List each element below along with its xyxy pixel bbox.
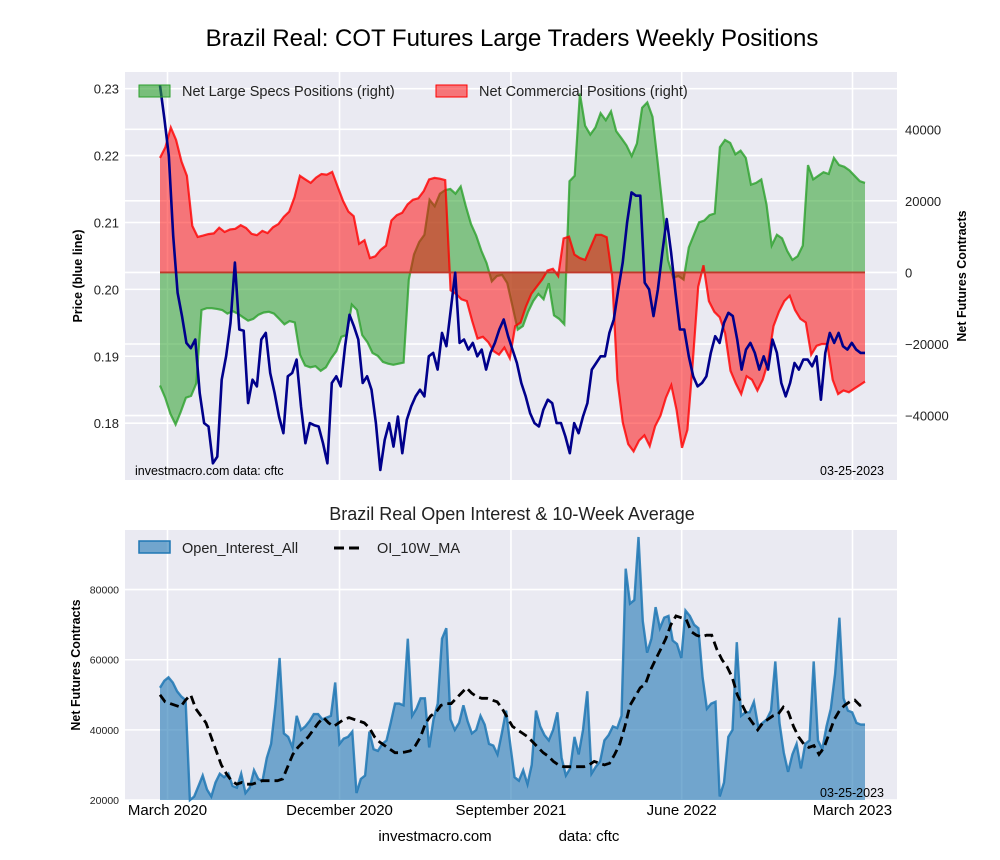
oi-10w-ma-line	[158, 614, 866, 786]
top-price-line	[158, 85, 865, 472]
top-source-annotation: investmacro.com data: cftc	[135, 464, 284, 478]
net-large-specs-area	[160, 93, 865, 425]
top-left-axis-label: Price (blue line)	[71, 229, 85, 322]
top-left-tick-label: 0.19	[94, 349, 119, 364]
top-right-tick-label: 40000	[905, 122, 941, 137]
bottom-moving-average	[158, 614, 866, 786]
legend-label-net-commercial: Net Commercial Positions (right)	[479, 84, 688, 100]
bottom-x-tick-label: June 2022	[647, 802, 717, 819]
bottom-x-tick-label: December 2020	[286, 802, 393, 819]
top-left-tick-label: 0.23	[94, 82, 119, 97]
bottom-date-annotation: 03-25-2023	[820, 786, 884, 800]
bottom-y-axis: 20000 40000 60000 80000	[90, 585, 119, 807]
bottom-y-tick-label: 40000	[90, 725, 119, 737]
legend-item-open-interest: Open_Interest_All	[138, 540, 298, 557]
top-fills	[158, 93, 866, 454]
top-right-tick-label: 0	[905, 265, 912, 280]
top-left-tick-label: 0.20	[94, 282, 119, 297]
top-legend: Net Large Specs Positions (right) Net Co…	[138, 84, 688, 100]
top-right-tick-label: −20000	[905, 337, 949, 352]
footer-site: investmacro.com	[378, 828, 491, 845]
top-date-annotation: 03-25-2023	[820, 464, 884, 478]
top-right-axis-label: Net Futures Contracts	[955, 210, 969, 341]
bottom-chart: 20000 40000 60000 80000 March 2020 December …	[69, 530, 897, 819]
price-line	[158, 85, 865, 472]
top-left-tick-label: 0.22	[94, 149, 119, 164]
bottom-x-tick-label: March 2020	[128, 802, 207, 819]
bottom-legend: Open_Interest_All OI_10W_MA	[138, 540, 460, 557]
net-commercial-line	[159, 124, 866, 454]
top-left-axis: 0.18 0.19 0.20 0.21 0.22 0.23	[94, 82, 119, 431]
legend-label-open-interest: Open_Interest_All	[182, 541, 298, 557]
legend-swatch-red	[435, 84, 468, 98]
bottom-x-tick-label: March 2023	[813, 802, 892, 819]
legend-item-net-large-specs: Net Large Specs Positions (right)	[138, 84, 395, 100]
open-interest-line	[158, 536, 865, 803]
legend-item-net-commercial: Net Commercial Positions (right)	[435, 84, 688, 100]
legend-label-net-large-specs: Net Large Specs Positions (right)	[182, 84, 395, 100]
figure-title: Brazil Real: COT Futures Large Traders W…	[206, 25, 819, 52]
bottom-chart-title: Brazil Real Open Interest & 10-Week Aver…	[329, 504, 695, 524]
open-interest-area	[160, 537, 865, 800]
top-right-tick-label: −40000	[905, 409, 949, 424]
footer-source: data: cftc	[559, 828, 620, 845]
top-chart: 0.18 0.19 0.20 0.21 0.22 0.23 −40000 −20000 0 20…	[71, 72, 969, 480]
bottom-y-tick-label: 20000	[90, 795, 119, 807]
bottom-y-axis-label: Net Futures Contracts	[69, 599, 83, 730]
legend-swatch-blue	[138, 540, 171, 554]
legend-swatch-green	[138, 84, 171, 98]
top-left-tick-label: 0.21	[94, 215, 119, 230]
bottom-open-interest	[158, 536, 865, 803]
bottom-x-tick-label: September 2021	[455, 802, 566, 819]
bottom-x-axis: March 2020 December 2020 September 2021 Jun…	[128, 802, 892, 819]
legend-label-oi-ma: OI_10W_MA	[377, 541, 460, 557]
bottom-y-tick-label: 60000	[90, 655, 119, 667]
legend-item-oi-ma: OI_10W_MA	[334, 541, 460, 557]
top-right-tick-label: 20000	[905, 194, 941, 209]
top-right-axis: −40000 −20000 0 20000 40000	[905, 122, 949, 423]
net-commercial-area	[160, 127, 865, 452]
top-left-tick-label: 0.18	[94, 416, 119, 431]
bottom-y-tick-label: 80000	[90, 585, 119, 597]
